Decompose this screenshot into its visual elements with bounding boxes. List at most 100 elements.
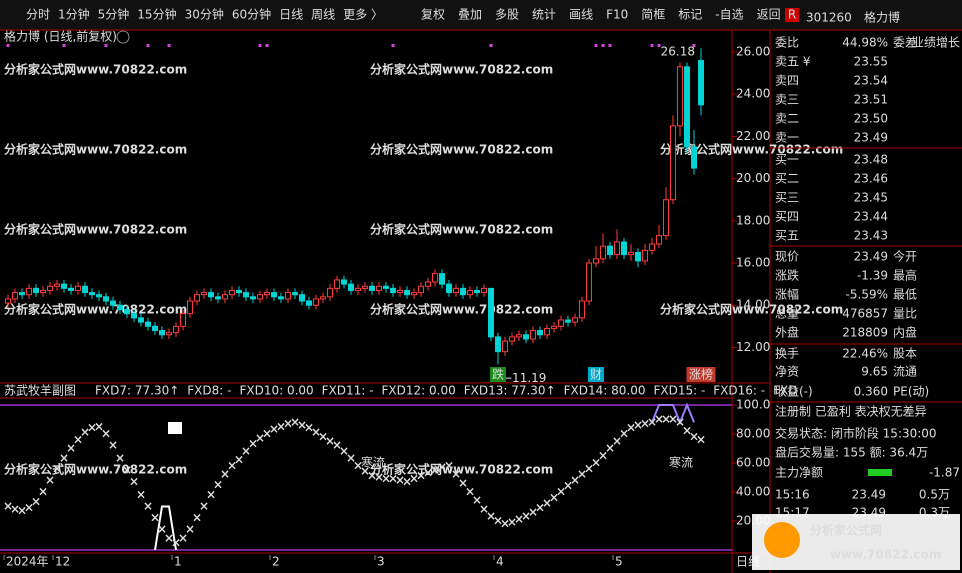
candle-body	[68, 287, 74, 291]
osc-point: ×	[101, 427, 111, 441]
candle-body	[488, 287, 494, 338]
tick-vol: 0.5万	[919, 488, 950, 502]
osc-point: ×	[157, 522, 167, 536]
indicator-legend: FXD11: -	[322, 384, 374, 398]
candle-body	[544, 327, 550, 336]
y-tick-label: 80.00	[736, 427, 770, 441]
quote-label: 最低	[893, 288, 917, 302]
candle-body	[208, 292, 214, 298]
period-tab[interactable]: 5分钟	[98, 7, 130, 22]
toolbar-button[interactable]: 标记	[678, 8, 702, 22]
period-tab[interactable]: 分时	[26, 8, 50, 22]
osc-point: ×	[24, 500, 34, 514]
period-tab[interactable]: 周线	[311, 8, 335, 22]
osc-point: ×	[206, 487, 216, 501]
band-line	[651, 402, 695, 426]
osc-point: ×	[556, 485, 566, 499]
osc-point: ×	[234, 453, 244, 467]
candle-body	[152, 325, 158, 332]
watermark: 分析家公式网www.70822.com	[4, 142, 187, 157]
toolbar-button[interactable]: 简框	[641, 8, 665, 22]
y-tick-label: 26.00	[736, 45, 770, 59]
quote-value: 0.360	[854, 385, 888, 399]
osc-point: ×	[395, 473, 405, 487]
indicator-legend: FXD8: -	[187, 384, 231, 398]
candle-body	[523, 334, 529, 340]
period-tab[interactable]: 30分钟	[185, 7, 224, 22]
osc-point: ×	[549, 490, 559, 504]
x-tick-label: 5	[615, 555, 623, 569]
candle-body	[12, 292, 18, 300]
cow-icon	[168, 422, 182, 434]
watermark: 分析家公式网www.70822.com	[4, 222, 187, 237]
price-annotation: 26.18	[661, 45, 695, 59]
osc-point: ×	[220, 467, 230, 481]
candle-body	[166, 332, 172, 336]
candle-body	[418, 285, 424, 294]
period-tab[interactable]: 更多 〉	[343, 8, 383, 22]
candle-body	[89, 292, 95, 296]
quote-label: 买一	[775, 153, 799, 167]
x-tick-label: 2	[272, 555, 280, 569]
candle-body	[404, 289, 410, 296]
osc-point: ×	[605, 441, 615, 455]
y-tick-label: 18.00	[736, 213, 770, 227]
candle-body	[642, 249, 648, 262]
quote-value: 23.44	[854, 210, 888, 224]
osc-point: ×	[647, 415, 657, 429]
toolbar-button[interactable]: F10	[606, 8, 628, 22]
candle-body	[187, 300, 193, 315]
toolbar-button[interactable]: 叠加	[458, 8, 482, 22]
candle-body	[145, 321, 151, 327]
y-tick-label: 20.00	[736, 171, 770, 185]
period-tab[interactable]: 15分钟	[137, 7, 176, 22]
osc-point: ×	[654, 412, 664, 426]
candle-body	[110, 300, 116, 306]
candle-body	[663, 199, 669, 237]
toolbar-button[interactable]: 画线	[569, 8, 593, 22]
watermark: 分析家公式网www.70822.com	[370, 302, 553, 317]
osc-point: ×	[262, 427, 272, 441]
logo-title: 分析家公式网	[810, 523, 882, 538]
osc-point: ×	[318, 429, 328, 443]
candle-body	[40, 289, 46, 294]
toolbar-button[interactable]: 复权	[421, 8, 445, 22]
badge-bg	[785, 8, 799, 22]
candle-body	[509, 336, 515, 342]
candle-body	[635, 251, 641, 262]
osc-point: ×	[591, 456, 601, 470]
candle-body	[656, 235, 662, 245]
period-tab[interactable]: 1分钟	[58, 7, 90, 22]
osc-point: ×	[115, 451, 125, 465]
osc-point: ×	[493, 514, 503, 528]
indicator-legend: FXD7: 77.30↑	[95, 384, 179, 398]
osc-point: ×	[598, 448, 608, 462]
period-tab[interactable]: 60分钟	[232, 7, 271, 22]
candle-body	[558, 319, 564, 327]
watermark: 分析家公式网www.70822.com	[370, 222, 553, 237]
osc-point: ×	[80, 425, 90, 439]
osc-point: ×	[696, 432, 706, 446]
signal-dot	[104, 44, 108, 47]
candle-body	[586, 262, 592, 302]
quote-label: 收益(-)	[775, 385, 813, 399]
toolbar-button[interactable]: -自选	[715, 8, 743, 22]
toolbar-button[interactable]: 返回	[757, 8, 781, 22]
osc-point: ×	[542, 496, 552, 510]
quote-value: 22.46%	[842, 347, 888, 361]
dropdown-icon[interactable]	[116, 30, 130, 44]
candle-body	[243, 292, 249, 298]
candle-body	[369, 285, 375, 291]
toolbar-button[interactable]: 统计	[532, 8, 556, 22]
x-tick-label: 12	[55, 555, 70, 569]
osc-point: ×	[108, 438, 118, 452]
y-tick-label: 14.00	[736, 298, 770, 312]
watermark: 分析家公式网www.70822.com	[4, 62, 187, 77]
candle-body	[649, 243, 655, 251]
toolbar-button[interactable]: 多股	[495, 8, 519, 22]
quote-label: 最高	[893, 268, 917, 283]
candle-body	[313, 298, 319, 306]
candle-body	[117, 304, 123, 310]
candle-body	[201, 292, 207, 296]
period-tab[interactable]: 日线	[279, 8, 303, 22]
